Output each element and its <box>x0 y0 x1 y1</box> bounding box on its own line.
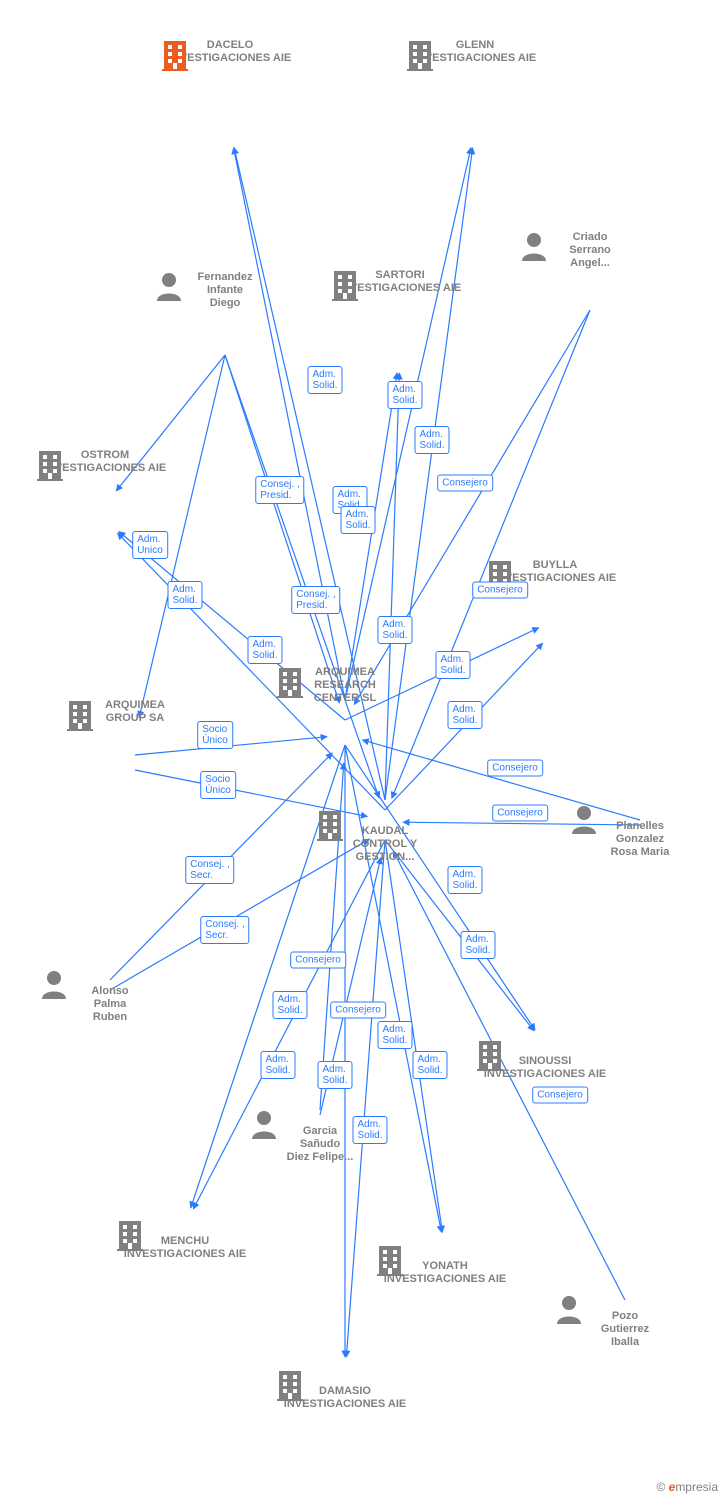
node-criado[interactable]: CriadoSerranoAngel... <box>520 231 660 287</box>
edge-label: Adm. Solid. <box>272 991 307 1019</box>
node-damasio[interactable]: DAMASIOINVESTIGACIONES AIE <box>275 1369 415 1411</box>
node-fernandez[interactable]: FernandezInfanteDiego <box>155 271 295 327</box>
edge-label: Consejero <box>290 952 346 969</box>
edge-label: Consej. , Presid. <box>291 586 340 614</box>
edge-label: Adm. Solid. <box>307 366 342 394</box>
edge-label: Consejero <box>472 582 528 599</box>
edge-label: Consejero <box>492 805 548 822</box>
edges-layer <box>0 0 728 1500</box>
edge-label: Adm. Solid. <box>167 581 202 609</box>
node-pozo[interactable]: PozoGutierrezIballa <box>555 1294 695 1350</box>
edge-label: Consej. , Presid. <box>255 476 304 504</box>
edge-label: Adm. Solid. <box>435 651 470 679</box>
node-arquimea_g[interactable]: ARQUIMEAGROUP SA <box>65 699 205 741</box>
edge-label: Adm. Unico <box>132 531 168 559</box>
edge <box>345 373 397 700</box>
edge-label: Adm. Solid. <box>387 381 422 409</box>
footer-copyright: © empresia <box>656 1480 718 1494</box>
edge-label: Consej. , Secr. <box>200 916 249 944</box>
edge <box>234 148 345 700</box>
edge-label: Consejero <box>532 1087 588 1104</box>
edge-label: Consejero <box>330 1002 386 1019</box>
node-glenn[interactable]: GLENNINVESTIGACIONES AIE <box>405 39 545 81</box>
node-sartori[interactable]: SARTORIINVESTIGACIONES AIE <box>330 269 470 311</box>
edge-label: Adm. Solid. <box>317 1061 352 1089</box>
edge-label: Consejero <box>487 760 543 777</box>
node-dacelo[interactable]: DACELOINVESTIGACIONES AIE <box>160 39 300 81</box>
edge <box>354 310 590 705</box>
node-ostrom[interactable]: OSTROMINVESTIGACIONES AIE <box>35 449 175 491</box>
edge-label: Adm. Solid. <box>377 616 412 644</box>
edge-label: Adm. Solid. <box>260 1051 295 1079</box>
edge-label: Adm. Solid. <box>340 506 375 534</box>
edge-label: Adm. Solid. <box>414 426 449 454</box>
edge-label: Adm. Solid. <box>447 701 482 729</box>
edge-label: Adm. Solid. <box>352 1116 387 1144</box>
edge <box>225 355 379 798</box>
node-alonso[interactable]: AlonsoPalmaRuben <box>40 969 180 1025</box>
edge-label: Socio Único <box>197 721 233 749</box>
node-yonath[interactable]: YONATHINVESTIGACIONES AIE <box>375 1244 515 1286</box>
node-kaudal[interactable]: KAUDALCONTROL YGESTION... <box>315 809 455 865</box>
edge-label: Consejero <box>437 475 493 492</box>
node-sinoussi[interactable]: SINOUSSIINVESTIGACIONES AIE <box>475 1039 615 1081</box>
node-planelles[interactable]: PlanellesGonzalezRosa Maria <box>570 804 710 860</box>
edge-label: Socio Único <box>200 771 236 799</box>
node-menchu[interactable]: MENCHUINVESTIGACIONES AIE <box>115 1219 255 1261</box>
edge-label: Adm. Solid. <box>460 931 495 959</box>
edge-label: Adm. Solid. <box>447 866 482 894</box>
edge-label: Consej. , Secr. <box>185 856 234 884</box>
node-arquimea_rc[interactable]: ARQUIMEARESEARCHCENTER SL <box>275 666 415 722</box>
edge-label: Adm. Solid. <box>412 1051 447 1079</box>
edge-label: Adm. Solid. <box>377 1021 412 1049</box>
edge-label: Adm. Solid. <box>247 636 282 664</box>
